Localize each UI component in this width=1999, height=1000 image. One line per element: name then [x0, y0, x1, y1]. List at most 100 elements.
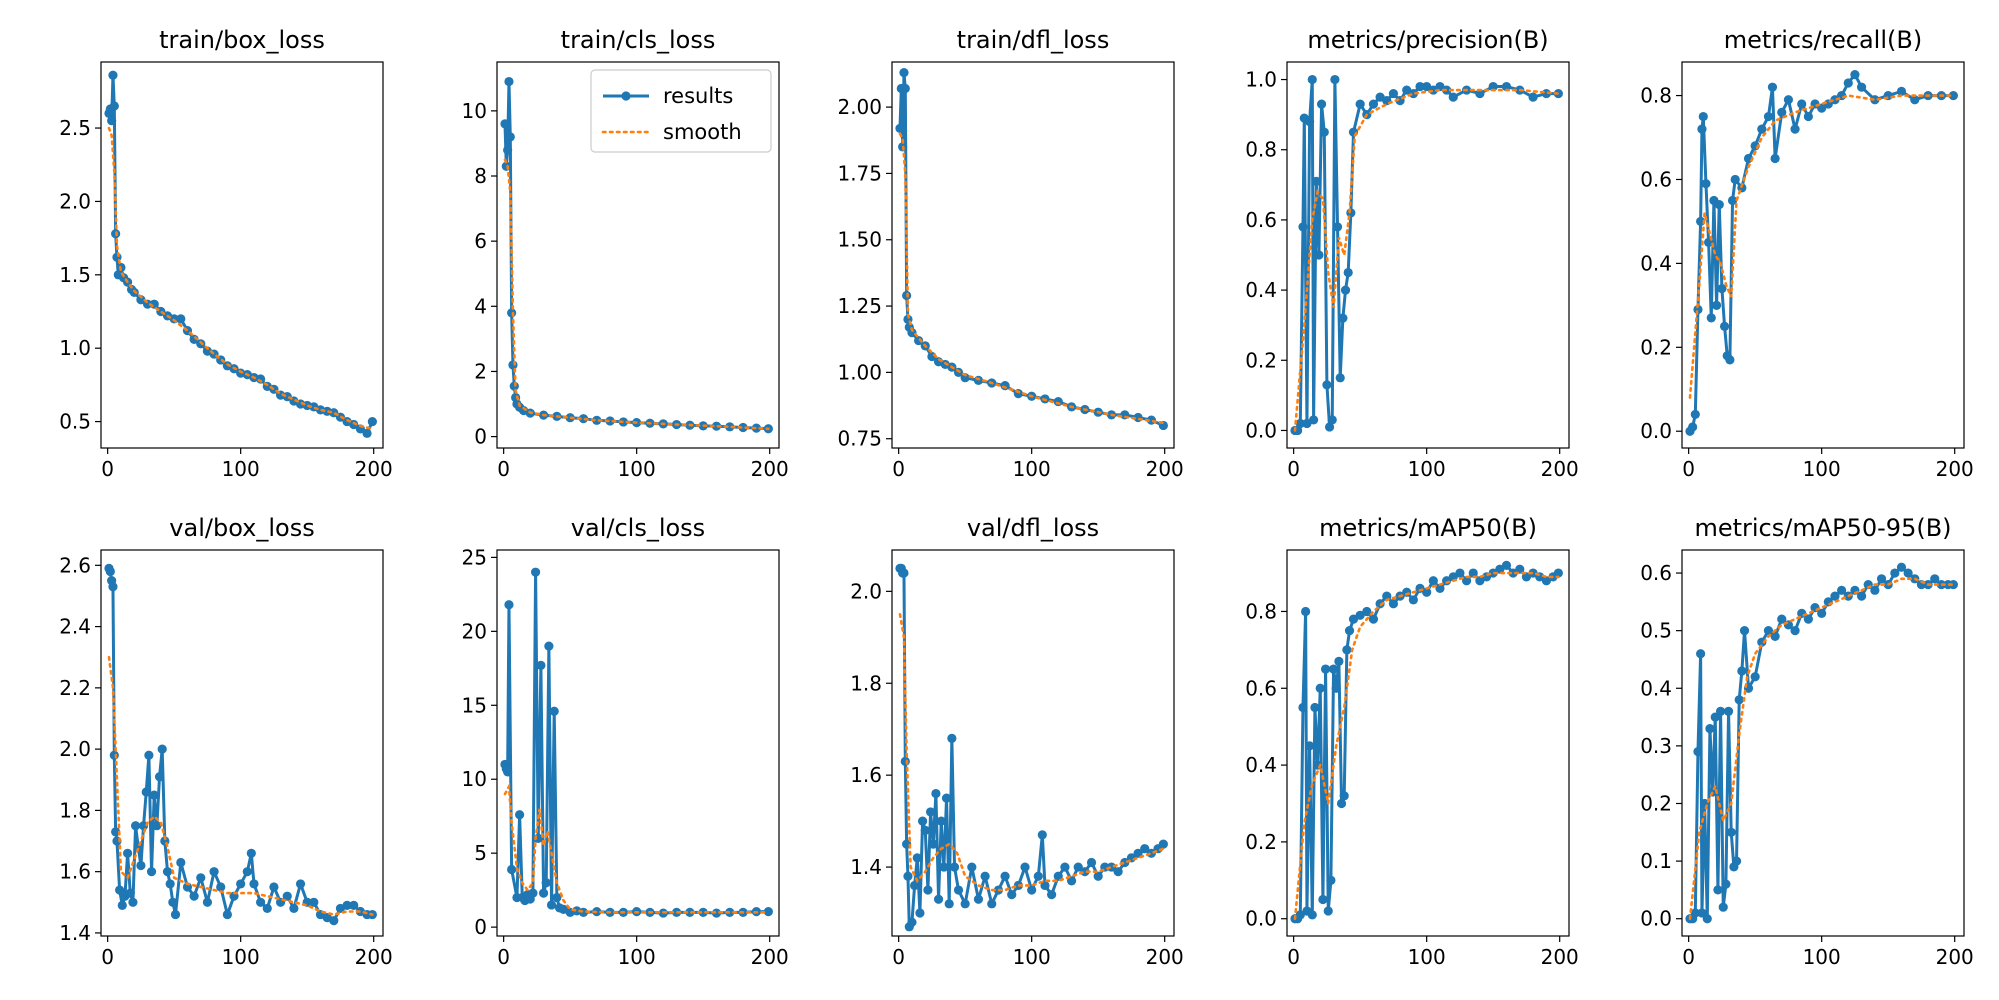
y-tick-label: 0.2: [1245, 830, 1277, 854]
y-tick-label: 0.4: [1245, 278, 1277, 302]
results-point: [1388, 599, 1399, 609]
results-point: [136, 295, 146, 305]
results-point: [1133, 848, 1143, 858]
results-point: [144, 750, 154, 760]
legend-label-smooth: smooth: [663, 120, 742, 144]
results-point: [1757, 124, 1767, 134]
results-point: [1343, 267, 1353, 278]
results-point: [189, 891, 199, 901]
results-point: [1408, 595, 1418, 605]
results-point: [152, 821, 162, 831]
results-point: [914, 335, 924, 346]
y-tick-label: 0.8: [1640, 84, 1672, 108]
results-point: [242, 867, 252, 877]
results-point: [202, 897, 213, 907]
y-tick-label: 1.5: [59, 263, 91, 287]
subplot-title: train/dfl_loss: [957, 26, 1110, 54]
results-point: [1698, 111, 1708, 122]
results-point: [1948, 579, 1958, 590]
results-point: [1763, 111, 1774, 122]
results-point: [149, 790, 159, 800]
results-point: [508, 360, 518, 370]
results-point: [1948, 90, 1958, 101]
x-tick-label: 100: [1803, 457, 1841, 481]
y-tick-label: 1.4: [850, 855, 882, 879]
y-tick-label: 1.75: [837, 161, 882, 185]
results-point: [154, 772, 165, 782]
results-point: [1693, 747, 1703, 757]
results-point: [900, 83, 910, 94]
results-point: [1334, 656, 1344, 666]
results-point: [515, 810, 525, 820]
y-tick-label: 2.00: [837, 95, 882, 119]
results-point: [289, 903, 299, 914]
series-smooth-line: [107, 655, 374, 916]
subplot-val-box-loss: val/box_loss 0 100 200 1.4 1.6 1.8 2.0 2.2 2.4 2.6: [59, 514, 393, 969]
axes-frame: [1286, 61, 1570, 449]
results-point: [123, 848, 133, 858]
results-point: [1340, 285, 1351, 295]
results-point: [1037, 830, 1047, 840]
results-point: [236, 879, 246, 889]
results-point: [1910, 95, 1920, 105]
results-point: [960, 373, 970, 383]
axes-frame: [496, 549, 780, 937]
results-point: [1701, 179, 1711, 189]
results-point: [109, 750, 119, 760]
results-point: [544, 641, 554, 651]
results-point: [1690, 409, 1700, 420]
results-point: [1307, 910, 1317, 920]
y-tick-label: 2.4: [59, 615, 91, 639]
results-point: [917, 816, 928, 826]
x-tick-label: 0: [1682, 457, 1695, 481]
results-point: [949, 862, 960, 872]
results-point: [1375, 599, 1385, 609]
axes-frame: [1286, 549, 1570, 937]
results-point: [1080, 867, 1090, 877]
results-point: [1298, 222, 1308, 232]
results-point: [1060, 862, 1070, 872]
results-point: [1770, 631, 1780, 642]
results-point: [1327, 415, 1337, 425]
results-point: [1000, 871, 1010, 881]
results-point: [504, 600, 514, 610]
legend-box: [590, 69, 772, 153]
plot-area: [1685, 562, 1958, 924]
plot-area: [500, 567, 773, 918]
results-point: [1318, 894, 1328, 905]
results-point: [1870, 585, 1880, 595]
y-tick-label: 1.8: [850, 671, 882, 695]
results-point: [552, 892, 562, 903]
results-point: [900, 756, 910, 766]
results-point: [1307, 74, 1317, 85]
results-point: [1013, 389, 1023, 399]
x-tick-label: 200: [355, 945, 393, 969]
results-point: [1344, 626, 1355, 636]
x-tick-label: 100: [222, 457, 260, 481]
series-smooth-line: [107, 126, 374, 431]
subplot-title: val/cls_loss: [571, 514, 705, 542]
subplot-metrics-map50-95-b: metrics/mAP50-95(B) 0 100 200 0.0 0.1 0.2 0.3 0.…: [1640, 514, 1974, 969]
results-point: [1305, 117, 1315, 127]
y-tick-label: 0.0: [1640, 907, 1672, 931]
results-point: [249, 879, 259, 889]
results-point: [269, 882, 279, 892]
y-tick-label: 0.1: [1640, 849, 1672, 873]
results-point: [1027, 885, 1037, 895]
y-tick-label: 10: [462, 99, 487, 123]
x-tick-label: 0: [497, 457, 510, 481]
subplot-title: train/box_loss: [159, 26, 325, 54]
results-point: [1730, 174, 1740, 185]
x-tick-label: 0: [892, 457, 905, 481]
results-point: [1295, 910, 1305, 920]
y-tick-label: 0.5: [1640, 619, 1672, 643]
results-point: [928, 839, 938, 849]
results-point: [141, 787, 151, 797]
results-point: [105, 566, 115, 577]
y-tick-label: 2.2: [59, 676, 91, 700]
results-point: [1309, 415, 1319, 425]
y-tick-label: 0.4: [1245, 753, 1277, 777]
results-point: [157, 744, 167, 754]
results-point: [1777, 107, 1787, 117]
results-point: [1388, 88, 1399, 99]
